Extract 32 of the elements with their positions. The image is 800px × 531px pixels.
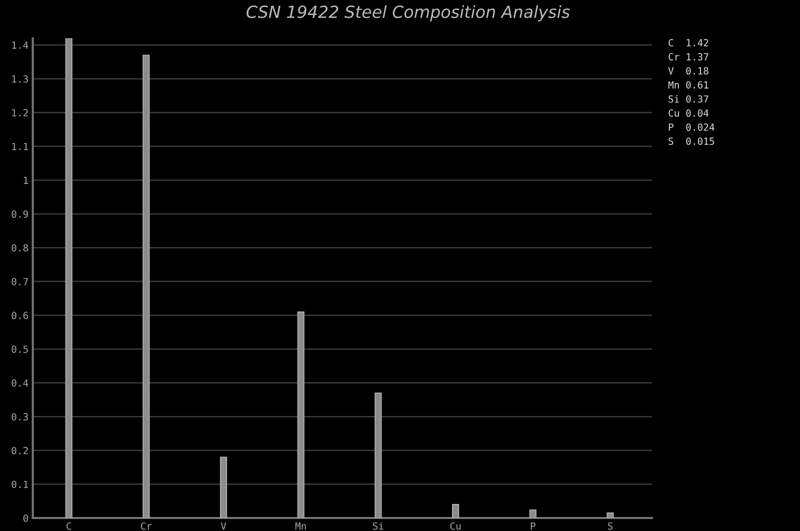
x-tick-label: C	[66, 522, 72, 530]
y-tick-label: 0.3	[12, 413, 28, 420]
y-tick-label: 0.5	[12, 346, 28, 353]
x-tick-label: P	[530, 522, 536, 530]
category-label: V 0.18	[668, 67, 708, 75]
y-tick-label: 0.1	[12, 480, 28, 488]
x-tick-label: S	[608, 522, 613, 530]
y-tick-label: 0.7	[12, 278, 28, 286]
y-tick-label: 0.6	[12, 312, 28, 320]
category-label: C 1.42	[668, 39, 708, 46]
y-tick-label: 0.2	[12, 446, 28, 454]
category-label: Mn 0.61	[668, 81, 708, 89]
y-tick-label: 1.4	[12, 42, 28, 49]
y-tick-label: 1.1	[12, 142, 28, 150]
x-tick-label: Mn	[295, 522, 306, 530]
x-tick-label: V	[220, 522, 226, 530]
y-tick-label: 0	[23, 514, 28, 522]
y-tick-label: 1.3	[12, 75, 28, 83]
chart-title: CSN 19422 Steel Composition Analysis	[246, 5, 570, 22]
x-tick-label: Cr	[140, 522, 152, 530]
y-tick-label: 1	[24, 176, 28, 184]
category-label: Cr 1.37	[668, 53, 708, 60]
y-tick-label: 0.4	[12, 379, 28, 387]
x-tick-label: Si	[373, 522, 384, 530]
y-tick-label: 1.2	[12, 109, 28, 116]
y-tick-label: 0.9	[12, 210, 28, 218]
x-tick-label: Cu	[450, 522, 461, 530]
category-label: Cu 0.04	[668, 109, 709, 117]
y-tick-label: 0.8	[12, 244, 28, 252]
category-label: S 0.015	[668, 138, 714, 145]
category-label: P 0.024	[668, 123, 714, 131]
category-label: Si 0.37	[668, 95, 708, 103]
